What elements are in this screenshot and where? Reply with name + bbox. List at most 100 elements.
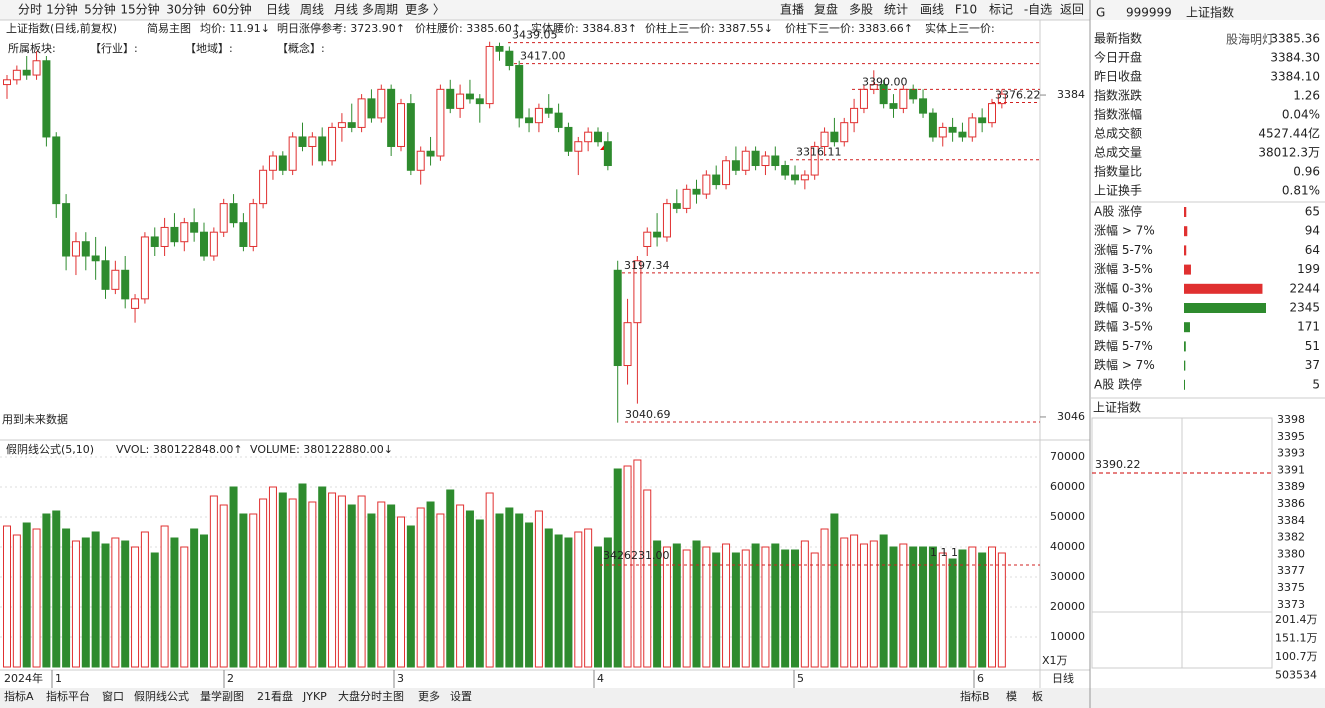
candle-body	[229, 203, 238, 224]
toolbar-button[interactable]: -自选	[1024, 3, 1052, 17]
volume-bar	[495, 513, 504, 668]
volume-bar	[968, 546, 977, 668]
candle-body	[810, 145, 819, 176]
price-annotation: 3417.00	[520, 50, 566, 63]
period-tab[interactable]: 多周期	[362, 3, 398, 17]
volume-bar	[988, 546, 996, 668]
toolbar-button[interactable]: 画线	[920, 3, 944, 17]
bottom-tab[interactable]: 假阴线公式	[134, 689, 189, 703]
candle-body	[534, 107, 543, 124]
mini-price-tick: 3389	[1277, 480, 1305, 493]
mini-price-tick: 3384	[1277, 514, 1305, 527]
quote-value: 3384.10	[1270, 70, 1320, 84]
volume-bar	[318, 486, 327, 668]
volume-bar	[791, 549, 799, 668]
toolbar-button[interactable]: 复盘	[814, 2, 838, 17]
mini-vol-tick: 201.4万	[1275, 613, 1318, 626]
volume-bar	[259, 498, 268, 668]
volume-bar	[672, 543, 681, 668]
volume-bar	[889, 546, 898, 668]
bottom-tab[interactable]: 指标平台	[46, 689, 90, 703]
period-tab[interactable]: 15分钟	[120, 2, 159, 17]
volume-bar	[219, 504, 228, 668]
bottom-tab[interactable]: 指标B	[960, 689, 990, 703]
mini-vol-tick: 151.1万	[1275, 632, 1318, 645]
period-tab[interactable]: 60分钟	[212, 2, 251, 17]
candle-body	[909, 88, 918, 100]
breadth-value: 64	[1305, 243, 1320, 257]
candle-body	[298, 136, 307, 147]
signal-label: 1 1 1	[930, 546, 958, 559]
candle-body	[239, 222, 248, 247]
bottom-tab[interactable]: 窗口	[102, 689, 124, 703]
period-tab[interactable]: 月线	[334, 3, 358, 17]
volume-bar	[150, 552, 159, 668]
volume-bar	[140, 531, 149, 668]
breadth-bar	[1184, 264, 1191, 275]
toolbar-button[interactable]: 统计	[884, 3, 908, 17]
period-tab[interactable]: 1分钟	[46, 2, 78, 17]
bottom-tab[interactable]: JYKP	[302, 690, 327, 703]
bottom-tab[interactable]: 21看盘	[257, 689, 293, 703]
mini-price-tick: 3373	[1277, 598, 1305, 611]
volume-bar	[603, 537, 612, 668]
volume-bar	[712, 552, 721, 668]
candle-body	[406, 103, 415, 171]
bottom-tab[interactable]: 指标A	[4, 689, 34, 703]
period-tab[interactable]: 更多 〉	[405, 3, 445, 17]
volume-bar	[465, 510, 474, 668]
volume-bar	[406, 525, 415, 668]
quote-label: 总成交量	[1094, 145, 1142, 160]
candle-body	[150, 236, 159, 247]
candle-body	[525, 117, 534, 124]
mini-price-tick: 3386	[1277, 497, 1305, 510]
breadth-bar	[1184, 283, 1263, 294]
toolbar-button[interactable]: F10	[955, 3, 977, 17]
mini-title: 上证指数	[1093, 400, 1141, 415]
candle-body	[475, 98, 484, 105]
candle-body	[800, 174, 809, 181]
info-item: 实体腰价: 3384.83↑	[531, 21, 637, 35]
volume-bar	[170, 537, 179, 668]
period-tab[interactable]: 5分钟	[84, 2, 116, 17]
y-tick-label: 3046	[1057, 410, 1085, 423]
info-item: 价柱上三一价: 3387.55↓	[645, 21, 773, 35]
candle-body	[32, 60, 41, 76]
quote-value: 1.26	[1293, 89, 1320, 103]
period-tab[interactable]: 日线	[266, 3, 290, 17]
candle-body	[692, 188, 701, 195]
toolbar-button[interactable]: 标记	[989, 3, 1013, 17]
volume-bar	[91, 531, 100, 668]
period-tab[interactable]: 周线	[300, 3, 324, 17]
bottom-tab[interactable]: 大盘分时主图	[338, 689, 404, 703]
bottom-tab[interactable]: 板	[1032, 689, 1043, 703]
bottom-tab[interactable]: 量学副图	[200, 689, 244, 703]
candle-body	[968, 117, 977, 138]
bottom-tab[interactable]: 模	[1006, 690, 1017, 703]
info-item: 价柱下三一价: 3383.66↑	[785, 21, 913, 35]
period-tab[interactable]: 30分钟	[166, 2, 205, 17]
bottom-tab[interactable]: 更多	[418, 689, 440, 703]
breadth-label: 涨幅 5-7%	[1094, 242, 1153, 257]
period-tab[interactable]: 分时	[18, 3, 42, 17]
volume-bar	[397, 516, 405, 668]
toolbar-button[interactable]: 返回	[1060, 3, 1084, 17]
volume-tick-label: 40000	[1050, 540, 1085, 553]
breadth-bar	[1184, 379, 1185, 390]
year-label: 2024年	[4, 671, 43, 685]
toolbar-button[interactable]: 多股	[849, 3, 873, 17]
breadth-bar	[1184, 341, 1186, 352]
candle-body	[387, 88, 396, 147]
quote-label: 今日开盘	[1094, 50, 1142, 65]
candle-body	[771, 155, 780, 167]
mini-vol-tick: 503534	[1275, 669, 1317, 682]
month-label: 5	[797, 672, 804, 685]
candle-body	[101, 260, 110, 290]
bottom-tab[interactable]: 设置	[450, 690, 472, 703]
future-data-note: 用到未来数据	[2, 412, 68, 426]
candle-body	[791, 174, 799, 181]
volume-bar	[948, 558, 957, 668]
toolbar-button[interactable]: 直播	[780, 3, 804, 17]
volume-tick-label: 50000	[1050, 510, 1085, 523]
volume-bar	[731, 552, 740, 668]
